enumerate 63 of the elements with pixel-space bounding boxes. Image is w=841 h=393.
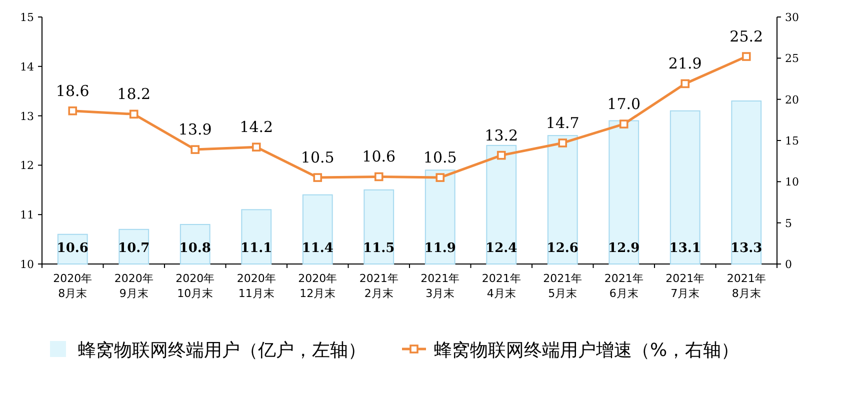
data-label: 11.4 [302, 241, 334, 256]
y-tick-label: 14 [20, 60, 34, 74]
data-label: 10.5 [300, 148, 334, 167]
data-label: 13.9 [178, 120, 212, 139]
y2-tick-label: 20 [785, 93, 799, 106]
point [558, 138, 568, 148]
point [680, 79, 690, 88]
data-label: 18.2 [117, 85, 151, 104]
y2-tick-label: 0 [785, 258, 792, 271]
data-label: 11.9 [424, 241, 456, 256]
y2-tick-label: 15 [785, 134, 799, 148]
x-tick-label: 2020年10月末 [176, 272, 215, 300]
x-tick-label: 2021年8月末 [726, 272, 766, 300]
x-tick-label: 2021年5月末 [543, 272, 582, 300]
x-tick-label: 2021年2月末 [359, 272, 398, 300]
y2-tick-label: 10 [785, 176, 799, 189]
point [742, 52, 751, 61]
data-label: 14.2 [240, 118, 274, 136]
data-label: 12.9 [608, 241, 640, 256]
data-label: 10.6 [56, 241, 88, 256]
x-tick-label: 2021年3月末 [420, 272, 460, 300]
point [496, 150, 506, 160]
data-label: 17.0 [607, 95, 641, 114]
x-tick-label: 2020年12月末 [298, 272, 338, 300]
data-label: 10.7 [118, 241, 150, 256]
data-label: 18.6 [56, 82, 90, 100]
y2-tick-label: 5 [785, 216, 792, 230]
y-tick-label: 10 [20, 258, 34, 271]
point [436, 173, 445, 182]
data-label: 10.6 [362, 148, 396, 166]
data-label: 11.5 [363, 241, 395, 256]
point [619, 120, 628, 128]
point [313, 173, 322, 182]
y2-tick-label: 25 [785, 52, 799, 66]
point [374, 172, 384, 182]
data-label: 12.4 [486, 241, 518, 256]
point [68, 106, 78, 116]
x-tick-label: 2021年7月末 [666, 272, 705, 300]
legend-label: 蜂窝物联网终端用户增速（%，右轴） [434, 340, 740, 361]
x-tick-label: 2021年6月末 [604, 272, 644, 300]
y-tick-label: 12 [20, 159, 34, 172]
point [129, 110, 138, 119]
legend-label: 蜂窝物联网终端用户（亿户，左轴） [78, 340, 366, 361]
y2-tick-label: 30 [785, 11, 799, 24]
data-label: 14.7 [546, 114, 580, 132]
data-label: 13.1 [669, 241, 701, 256]
data-label: 10.5 [423, 148, 457, 167]
data-label: 10.8 [179, 241, 211, 256]
x-tick-label: 2020年9月末 [114, 272, 154, 300]
y-tick-label: 13 [20, 110, 34, 123]
data-label: 21.9 [668, 54, 702, 73]
data-label: 13.2 [484, 126, 518, 144]
x-tick-label: 2021年4月末 [482, 272, 521, 300]
x-tick-label: 2020年8月末 [53, 272, 92, 300]
y-tick-label: 15 [20, 11, 34, 24]
data-label: 13.3 [730, 241, 762, 256]
data-label: 25.2 [730, 28, 764, 46]
point [190, 145, 200, 154]
data-label: 11.1 [240, 241, 272, 256]
point [252, 142, 261, 152]
y-tick-label: 11 [20, 208, 34, 222]
data-label: 12.6 [546, 241, 578, 256]
x-tick-label: 2020年11月末 [236, 272, 276, 300]
